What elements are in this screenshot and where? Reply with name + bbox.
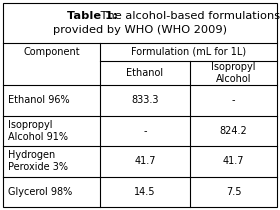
Text: 824.2: 824.2 <box>220 126 247 136</box>
Text: provided by WHO (WHO 2009): provided by WHO (WHO 2009) <box>53 25 227 35</box>
Text: Table 1:: Table 1: <box>67 11 118 21</box>
Text: Ethanol 96%: Ethanol 96% <box>8 95 70 105</box>
Text: Ethanol: Ethanol <box>127 68 164 78</box>
Text: 7.5: 7.5 <box>226 187 241 197</box>
Text: -: - <box>143 126 147 136</box>
Text: 41.7: 41.7 <box>223 156 244 166</box>
Text: 14.5: 14.5 <box>134 187 156 197</box>
Text: Hydrogen
Peroxide 3%: Hydrogen Peroxide 3% <box>8 150 68 172</box>
Text: Formulation (mL for 1L): Formulation (mL for 1L) <box>131 47 246 57</box>
Text: Isopropyl
Alcohol: Isopropyl Alcohol <box>211 62 256 84</box>
Text: 41.7: 41.7 <box>134 156 156 166</box>
Text: The alcohol-based formulations: The alcohol-based formulations <box>97 11 280 21</box>
Text: Isopropyl
Alcohol 91%: Isopropyl Alcohol 91% <box>8 119 68 142</box>
Text: 833.3: 833.3 <box>131 95 159 105</box>
Text: Glycerol 98%: Glycerol 98% <box>8 187 72 197</box>
Text: -: - <box>232 95 235 105</box>
Text: Component: Component <box>23 47 80 57</box>
